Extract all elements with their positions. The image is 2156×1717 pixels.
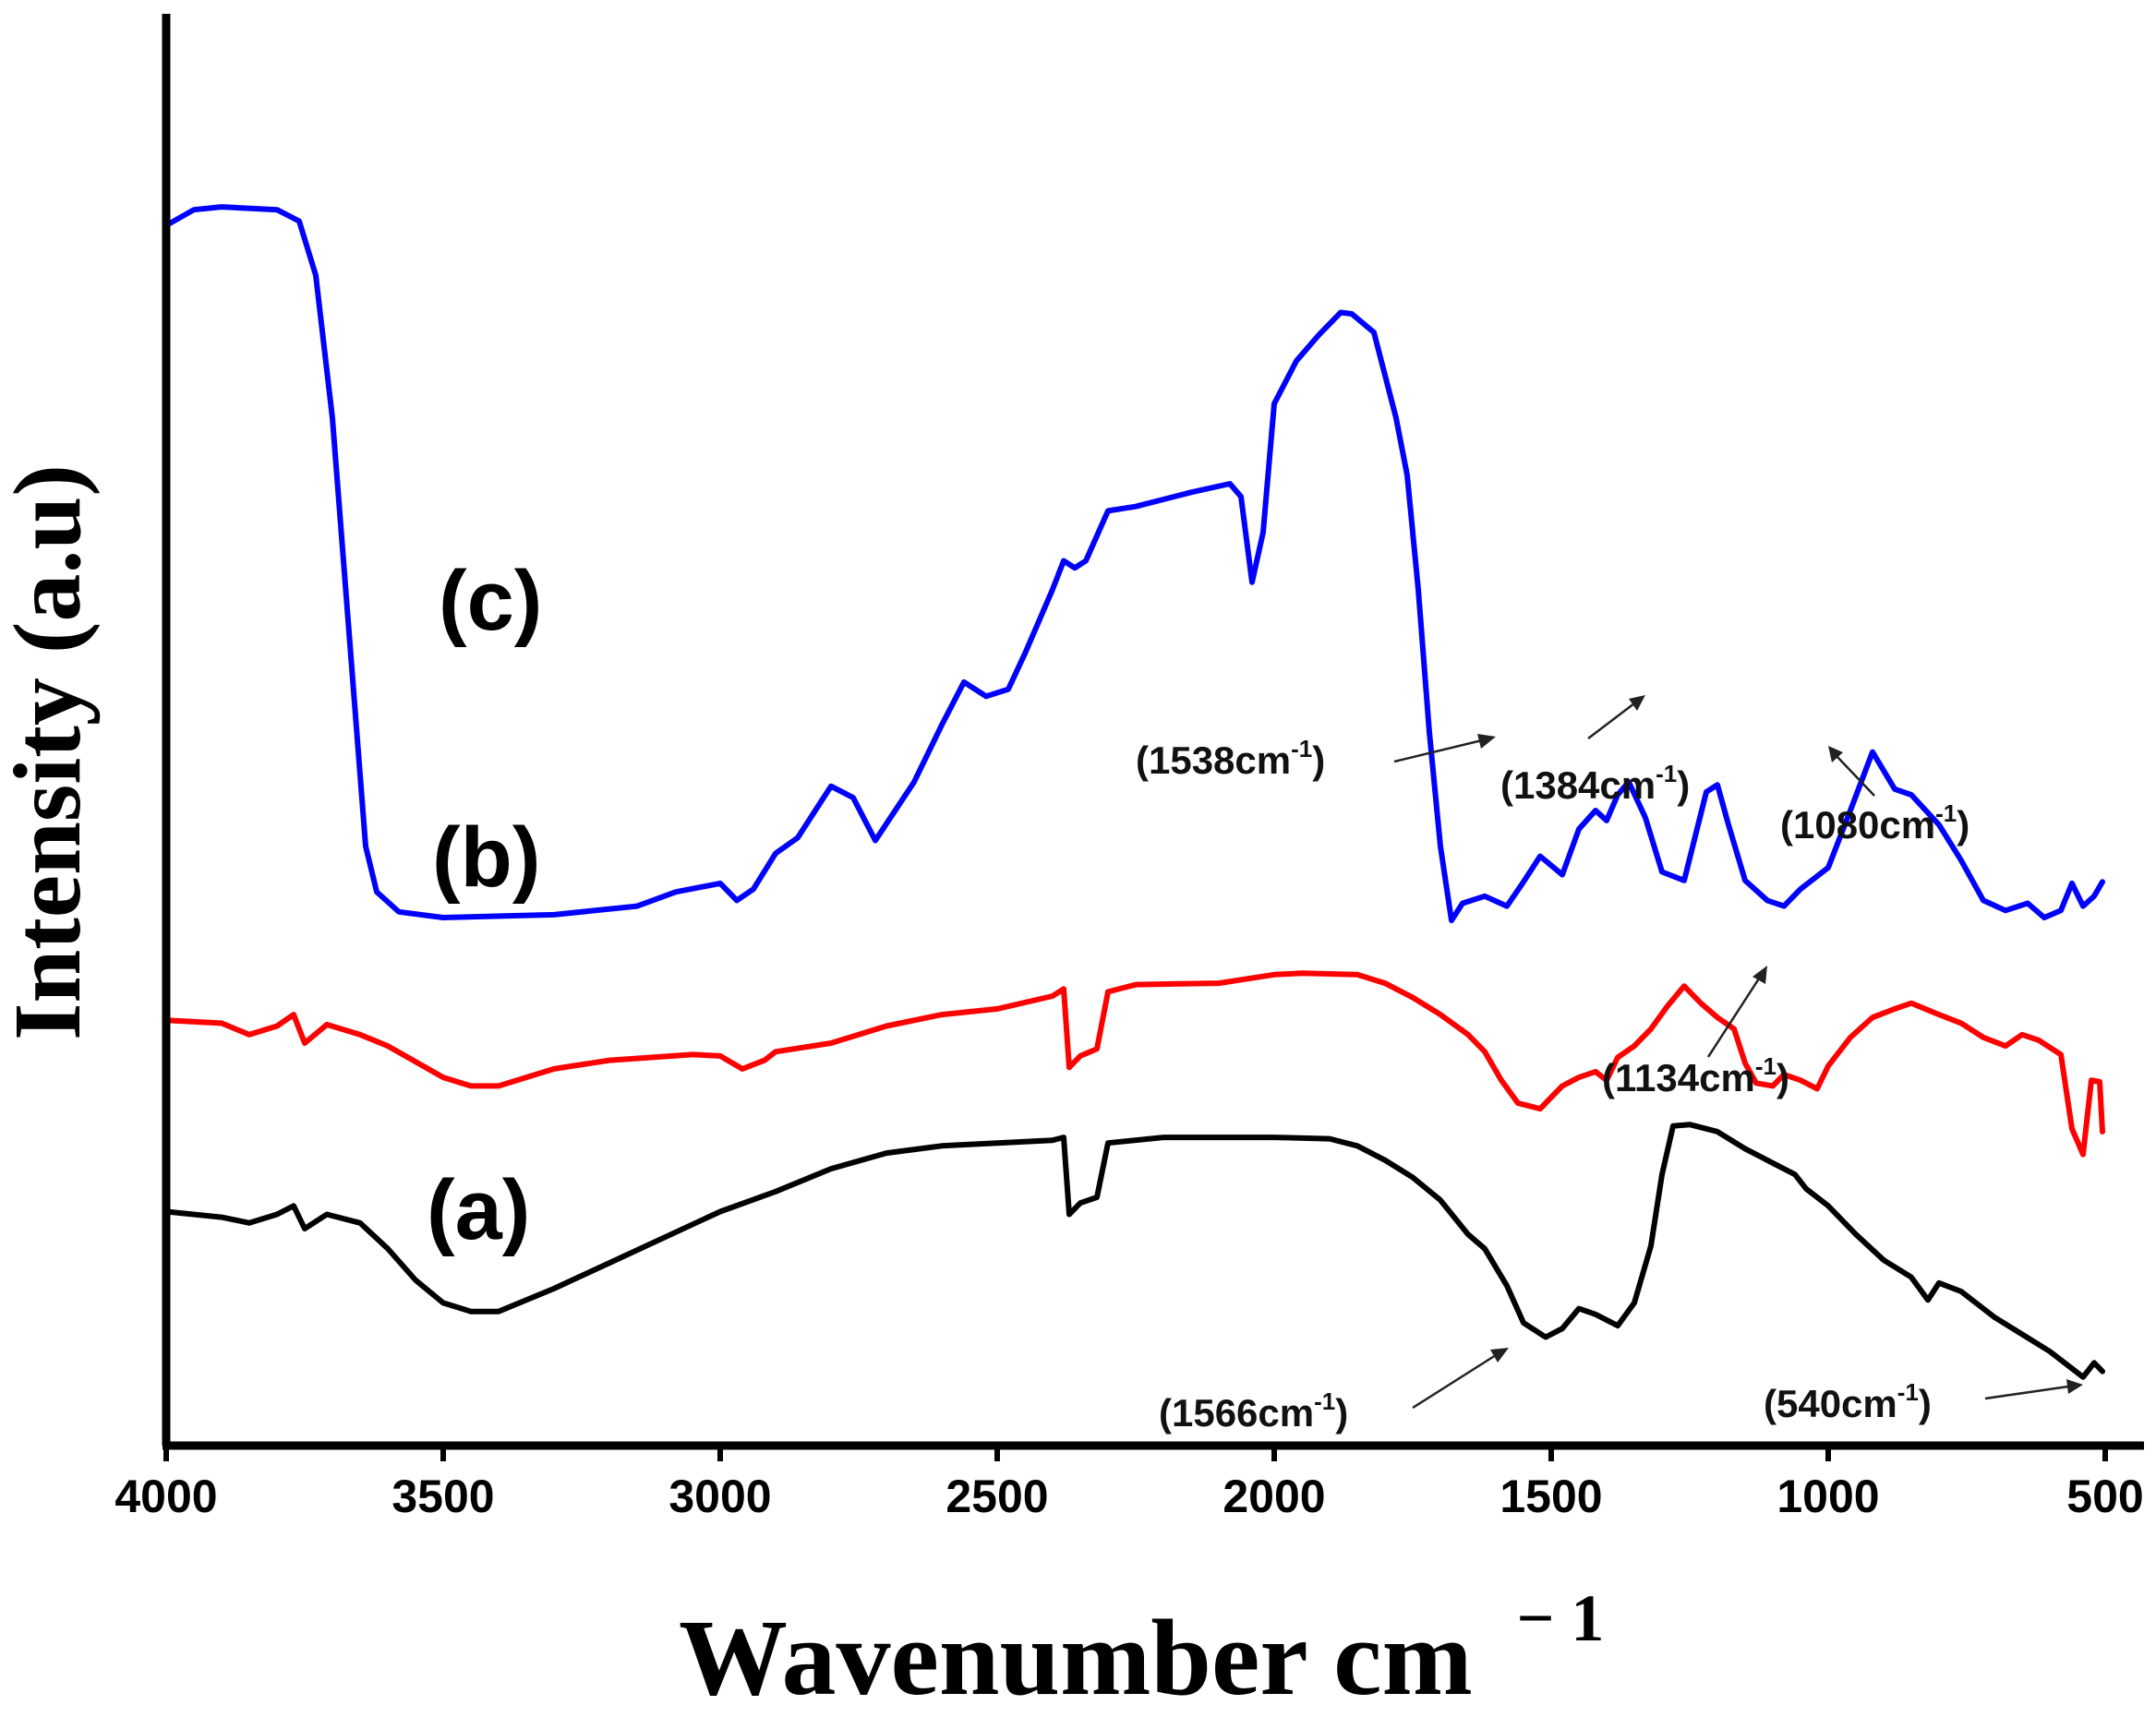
annotation-1384-close: ) — [1677, 763, 1690, 807]
svg-text:(1134cm-1): (1134cm-1) — [1602, 1052, 1789, 1099]
annotation-540-arrowhead — [2066, 1379, 2083, 1394]
annotation-1134-sup: -1 — [1755, 1052, 1777, 1080]
annotation-1384-arrowhead — [1629, 695, 1645, 711]
annotation-1384-label: (1384cm — [1500, 763, 1656, 807]
x-tick-label-3000: 3000 — [668, 1471, 771, 1522]
x-ticks: 4000 3500 3000 2500 2000 1500 1000 500 — [114, 1446, 2144, 1522]
annotation-540-sup: -1 — [1897, 1378, 1919, 1406]
svg-text:(1384cm-1): (1384cm-1) — [1500, 760, 1690, 807]
annotation-1134: (1134cm-1) — [1602, 966, 1789, 1099]
annotation-1080-label: (1080cm — [1780, 803, 1935, 846]
annotation-1566-label: (1566cm — [1159, 1391, 1314, 1435]
annotation-1134-arrowhead — [1753, 966, 1767, 984]
series-line-c — [163, 204, 2105, 924]
svg-text:(1080cm-1): (1080cm-1) — [1780, 799, 1969, 846]
x-tick-label-2000: 2000 — [1223, 1471, 1325, 1522]
annotation-1134-arrow — [1706, 978, 1761, 1058]
annotation-540: (540cm-1) — [1764, 1378, 2083, 1425]
plot-area — [163, 204, 2105, 1380]
annotation-540-close: ) — [1919, 1382, 1932, 1425]
series-line-a — [163, 1122, 2105, 1380]
annotation-1566-arrowhead — [1490, 1348, 1509, 1363]
x-tick-label-500: 500 — [2066, 1471, 2143, 1522]
x-tick-label-1000: 1000 — [1777, 1471, 1879, 1522]
x-tick-label-4000: 4000 — [114, 1471, 217, 1522]
annotation-1566-arrow — [1412, 1353, 1497, 1410]
svg-text:(1566cm-1): (1566cm-1) — [1159, 1387, 1348, 1435]
annotation-540-arrow — [1984, 1385, 2069, 1400]
annotation-1080-close: ) — [1957, 803, 1969, 846]
x-axis-title-main: Wavenumber cm — [679, 1597, 1473, 1717]
annotation-1566: (1566cm-1) — [1159, 1348, 1509, 1435]
y-axis-title: Intensity (a.u) — [0, 464, 101, 1040]
annotation-1538-label: (1538cm — [1136, 738, 1291, 782]
annotation-1384: (1384cm-1) — [1500, 695, 1690, 807]
annotation-1538-close: ) — [1312, 738, 1325, 782]
annotation-1538-arrow — [1393, 738, 1483, 763]
annotation-1566-close: ) — [1335, 1391, 1348, 1435]
series-line-b — [163, 970, 2105, 1158]
annotation-1134-close: ) — [1777, 1056, 1789, 1099]
annotation-1080-arrowhead — [1828, 746, 1843, 762]
annotation-1538-arrowhead — [1477, 734, 1496, 749]
x-axis-title: Wavenumber cm − 1 — [679, 1581, 1604, 1717]
annotation-1538: (1538cm-1) — [1136, 734, 1496, 782]
annotation-540-label: (540cm — [1764, 1382, 1897, 1425]
svg-text:(1538cm-1): (1538cm-1) — [1136, 735, 1325, 782]
annotation-1384-arrow — [1587, 702, 1635, 739]
svg-text:(540cm-1): (540cm-1) — [1764, 1378, 1932, 1425]
x-axis-title-exponent: − 1 — [1516, 1581, 1604, 1655]
x-tick-label-3500: 3500 — [391, 1471, 494, 1522]
series-label-b: (b) — [432, 810, 540, 905]
annotation-1080-arrow — [1837, 756, 1875, 797]
x-tick-label-1500: 1500 — [1500, 1471, 1602, 1522]
annotation-1384-sup: -1 — [1656, 760, 1677, 787]
annotation-1566-sup: -1 — [1314, 1387, 1335, 1415]
annotation-1080: (1080cm-1) — [1780, 746, 1969, 846]
annotation-1080-sup: -1 — [1935, 799, 1957, 827]
annotation-1538-sup: -1 — [1291, 735, 1312, 762]
x-tick-label-2500: 2500 — [946, 1471, 1048, 1522]
annotation-1134-label: (1134cm — [1602, 1056, 1755, 1099]
series-label-c: (c) — [439, 554, 542, 648]
series-label-a: (a) — [427, 1163, 530, 1257]
